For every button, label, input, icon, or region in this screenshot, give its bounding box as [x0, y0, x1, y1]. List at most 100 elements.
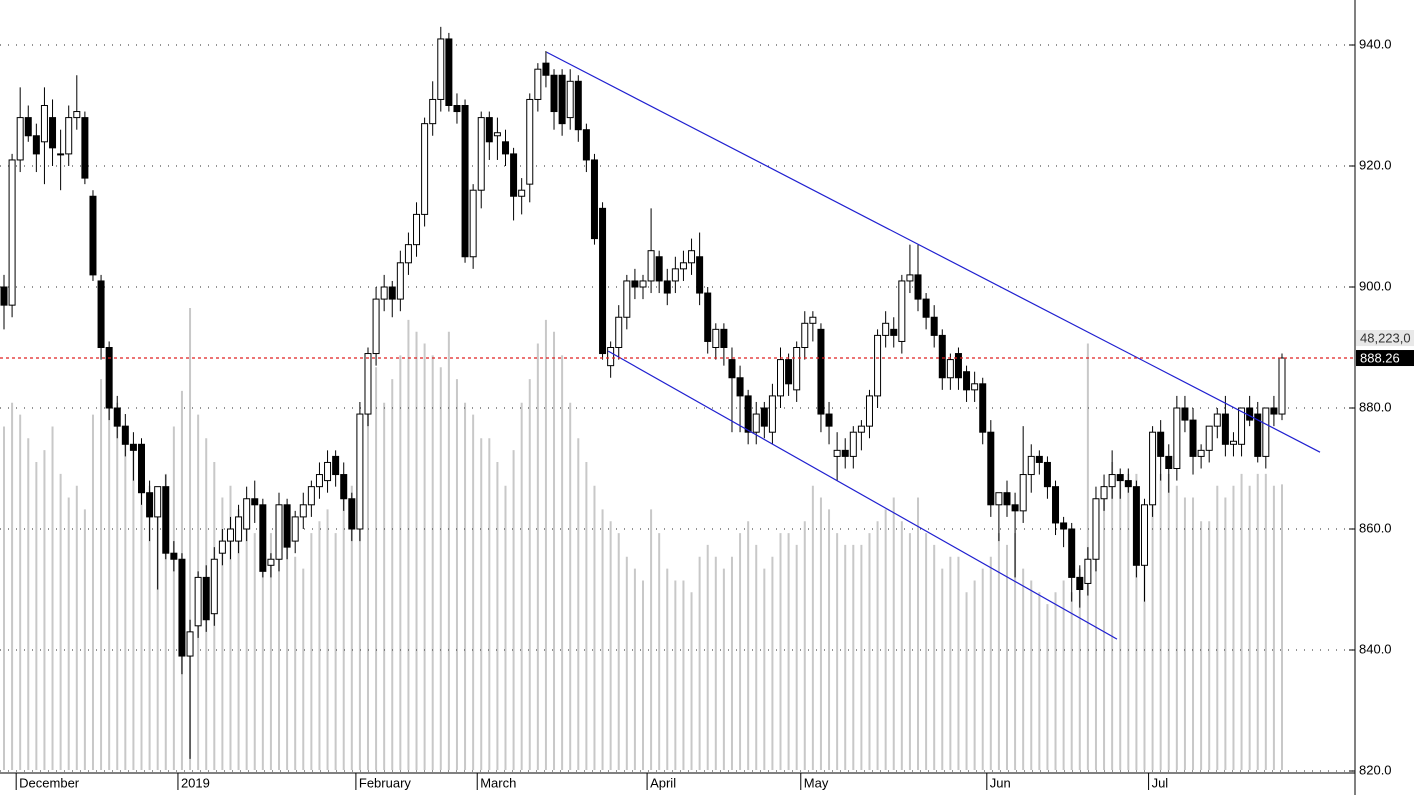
- candle-body: [1084, 558, 1092, 584]
- candle-body: [793, 347, 801, 391]
- candle-body: [1213, 413, 1221, 427]
- candle-body: [1060, 522, 1068, 530]
- x-tick-label: December: [19, 775, 80, 790]
- candle-body: [987, 431, 995, 506]
- candle-body: [954, 353, 962, 379]
- lines-layer: [0, 51, 1355, 640]
- candle-body: [1140, 504, 1148, 566]
- candle-body: [275, 504, 283, 560]
- candle-body: [760, 407, 768, 427]
- candle-body: [785, 359, 793, 385]
- candle-body: [558, 74, 566, 125]
- candle-body: [57, 153, 65, 156]
- candle-body: [340, 474, 348, 500]
- candle-body: [49, 117, 57, 149]
- candle-body: [243, 498, 251, 530]
- candle-body: [453, 105, 461, 113]
- candle-body: [1221, 413, 1229, 445]
- candle-body: [218, 540, 226, 554]
- trendline: [546, 51, 1321, 453]
- candle-body: [1149, 431, 1157, 506]
- candle-body: [251, 498, 259, 506]
- candle-body: [356, 413, 364, 530]
- candle-body: [736, 377, 744, 397]
- candle-body: [841, 449, 849, 457]
- candle-body: [501, 141, 509, 155]
- candle-body: [461, 105, 469, 258]
- candle-body: [995, 492, 1003, 506]
- x-tick-label: March: [480, 775, 516, 790]
- y-tick-label: 940.0: [1359, 36, 1392, 51]
- x-tick-label: Jun: [990, 775, 1011, 790]
- candle-body: [235, 516, 243, 542]
- candle-body: [421, 123, 429, 215]
- candle-body: [922, 298, 930, 318]
- candle-body: [1229, 440, 1237, 445]
- x-tick-label: April: [650, 775, 676, 790]
- y-tick-label: 820.0: [1359, 762, 1392, 777]
- candle-body: [752, 413, 760, 433]
- vol-layer: [3, 308, 1283, 770]
- candle-body: [8, 159, 16, 306]
- candle-body: [170, 552, 178, 560]
- candle-body: [688, 250, 696, 264]
- candle-body: [380, 286, 388, 300]
- candle-body: [615, 316, 623, 348]
- candle-body: [946, 359, 954, 379]
- candle-body: [1035, 455, 1043, 463]
- candle-body: [534, 68, 542, 100]
- candle-body: [1254, 413, 1262, 457]
- candle-body: [696, 256, 704, 294]
- candle-body: [874, 334, 882, 397]
- candle-body: [590, 159, 598, 240]
- candle-body: [582, 129, 590, 161]
- candle-body: [704, 292, 712, 342]
- candle-body: [65, 117, 73, 155]
- candle-body: [1116, 474, 1124, 482]
- candle-body: [324, 461, 332, 482]
- volume-label: 48,223,0: [1360, 330, 1411, 345]
- candle-body: [1205, 425, 1213, 451]
- candle-body: [186, 631, 194, 657]
- y-tick-label: 860.0: [1359, 520, 1392, 535]
- candle-body: [906, 274, 914, 282]
- candle-body: [1157, 431, 1165, 457]
- candle-body: [574, 80, 582, 131]
- candle-body: [1108, 474, 1116, 488]
- candle-body: [267, 558, 275, 566]
- candle-body: [671, 268, 679, 282]
- candle-body: [1197, 449, 1205, 457]
- candle-body: [1019, 474, 1027, 512]
- x-tick-label: 2019: [181, 775, 210, 790]
- candle-body: [445, 38, 453, 107]
- candle-body: [40, 105, 48, 143]
- candle-body: [89, 195, 97, 276]
- candle-body: [1278, 357, 1286, 415]
- candle-body: [348, 498, 356, 530]
- candle-body: [890, 328, 898, 336]
- candle-body: [1132, 486, 1140, 566]
- candle-body: [599, 207, 607, 355]
- candle-body: [566, 80, 574, 119]
- candle-body: [73, 111, 81, 119]
- candle-body: [679, 262, 687, 270]
- candle-body: [882, 322, 890, 336]
- candle-body: [129, 443, 137, 451]
- candle-body: [81, 117, 89, 179]
- candle-body: [146, 492, 154, 518]
- candle-body: [865, 395, 873, 427]
- y-tick-label: 840.0: [1359, 641, 1392, 656]
- x-tick-label: Jul: [1152, 775, 1169, 790]
- candle-body: [202, 576, 210, 621]
- candle-body: [154, 486, 162, 518]
- candle-body: [493, 132, 501, 137]
- candle-body: [307, 486, 315, 506]
- candle-body: [113, 407, 121, 427]
- candle-body: [437, 38, 445, 100]
- candle-body: [1052, 486, 1060, 524]
- candle-body: [291, 516, 299, 542]
- y-tick-label: 900.0: [1359, 278, 1392, 293]
- candle-body: [639, 280, 647, 288]
- candle-body: [413, 213, 421, 246]
- candle-body: [1043, 461, 1051, 488]
